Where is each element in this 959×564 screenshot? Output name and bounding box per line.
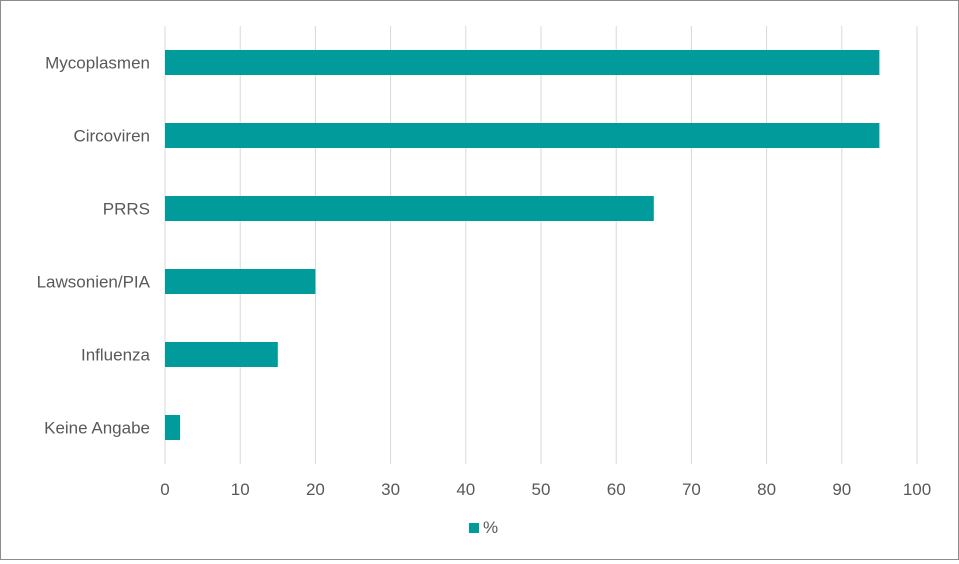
x-tick-label: 40 (456, 480, 475, 499)
bar-mycoplasmen (165, 50, 880, 75)
x-tick-label: 70 (682, 480, 701, 499)
bar-circoviren (165, 123, 880, 148)
legend-label: % (483, 518, 498, 537)
legend-swatch (469, 523, 479, 533)
x-tick-label: 80 (757, 480, 776, 499)
bar-prrs (165, 196, 654, 221)
legend: % (469, 518, 498, 537)
bars (165, 50, 880, 440)
bar-lawsonien-pia (165, 269, 316, 294)
x-tick-label: 20 (306, 480, 325, 499)
x-tick-label: 30 (381, 480, 400, 499)
x-tick-label: 60 (607, 480, 626, 499)
category-label: Circoviren (73, 127, 150, 146)
category-labels: Mycoplasmen Circoviren PRRS Lawsonien/PIA In… (37, 54, 151, 438)
gridlines (164, 26, 918, 464)
bar-keine-angabe (165, 415, 181, 440)
x-tick-label: 100 (903, 480, 931, 499)
x-tick-label: 10 (231, 480, 250, 499)
x-axis-tick-labels: 0 10 20 30 40 50 60 70 80 90 100 (160, 480, 931, 499)
category-label: PRRS (103, 200, 150, 219)
category-label: Mycoplasmen (45, 54, 150, 73)
category-label: Lawsonien/PIA (37, 273, 151, 292)
category-label: Influenza (81, 346, 151, 365)
category-label: Keine Angabe (44, 419, 150, 438)
x-tick-label: 0 (160, 480, 169, 499)
bar-influenza (165, 342, 278, 367)
x-tick-label: 50 (532, 480, 551, 499)
x-tick-label: 90 (832, 480, 851, 499)
